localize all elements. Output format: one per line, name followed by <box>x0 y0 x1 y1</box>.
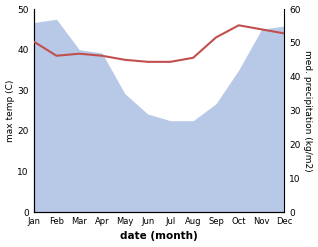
Y-axis label: max temp (C): max temp (C) <box>5 79 15 142</box>
Y-axis label: med. precipitation (kg/m2): med. precipitation (kg/m2) <box>303 50 313 171</box>
X-axis label: date (month): date (month) <box>120 231 198 242</box>
